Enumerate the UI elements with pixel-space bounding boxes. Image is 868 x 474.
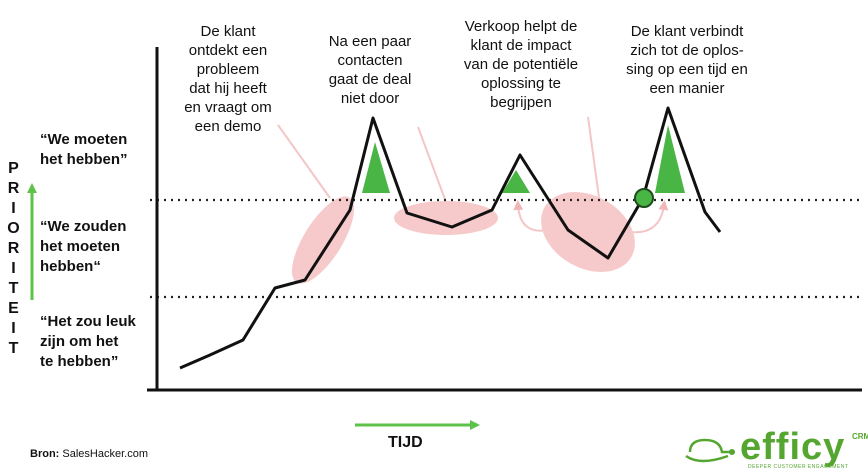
annotation: Na een paar contacten gaat de deal niet doo… xyxy=(310,32,430,108)
logo-icon xyxy=(685,438,736,463)
text-line: van de potentiële xyxy=(463,56,579,73)
text-line: zich tot de oplos- xyxy=(630,42,744,59)
source-text: SalesHacker.com xyxy=(62,448,148,460)
level-label: “Het zou leuk zijn om het te hebben” xyxy=(40,312,136,372)
text-line: Na een paar xyxy=(328,33,412,50)
level-label: “We moeten het hebben” xyxy=(40,130,128,170)
level-lines xyxy=(150,198,862,299)
journey-line xyxy=(179,106,722,370)
logo: efficy CRM DEEPER CUSTOMER ENGAGEMENT xyxy=(740,426,868,470)
x-axis-label: TIJD xyxy=(388,434,423,451)
text-line: het moeten xyxy=(40,238,121,255)
text-line: oplossing te xyxy=(480,75,562,92)
text-line: “We zouden xyxy=(40,218,127,235)
text-line: sing op een tijd en xyxy=(626,61,748,78)
text-line: hebben“ xyxy=(40,258,101,275)
source-label: Bron: xyxy=(30,448,60,460)
annotation: De klant ontdekt een probleem dat hij heeft… xyxy=(168,22,288,136)
text-line: het hebben” xyxy=(40,151,128,168)
text-line: De klant verbindt xyxy=(630,23,744,40)
logo-name: efficy xyxy=(740,426,846,468)
text-line: gaat de deal xyxy=(328,71,412,88)
logo-tagline: DEEPER CUSTOMER ENGAGEMENT xyxy=(748,464,849,470)
source: Bron: SalesHacker.com xyxy=(30,448,148,460)
text-line: De klant xyxy=(200,23,256,40)
text-line: en vraagt om xyxy=(184,99,272,116)
annotation: De klant verbindt zich tot de oplos-sing … xyxy=(612,22,762,98)
text-line: ontdekt een xyxy=(188,42,268,59)
text-line: klant de impact xyxy=(470,37,572,54)
level-label: “We zouden het moeten hebben“ xyxy=(40,217,126,277)
text-line: zijn om het xyxy=(40,333,119,350)
text-line: Verkoop helpt de xyxy=(464,18,578,35)
text-line: te hebben” xyxy=(40,353,119,370)
peaks xyxy=(362,125,685,193)
axes xyxy=(147,47,862,392)
commit-point xyxy=(634,188,654,208)
text-line: “We moeten xyxy=(40,131,128,148)
text-line: dat hij heeft xyxy=(189,80,267,97)
text-line: een demo xyxy=(194,118,262,135)
logo-suffix: CRM xyxy=(852,432,868,441)
text-line: begrijpen xyxy=(490,94,552,111)
text-line: probleem xyxy=(196,61,260,78)
annotation: Verkoop helpt de klant de impact van de po… xyxy=(448,17,594,112)
text-line: contacten xyxy=(337,52,403,69)
y-axis-label: PRIORITEIT xyxy=(5,160,22,360)
text-line: een manier xyxy=(649,80,725,97)
text-line: “Het zou leuk xyxy=(40,313,136,330)
text-line: niet door xyxy=(340,90,400,107)
